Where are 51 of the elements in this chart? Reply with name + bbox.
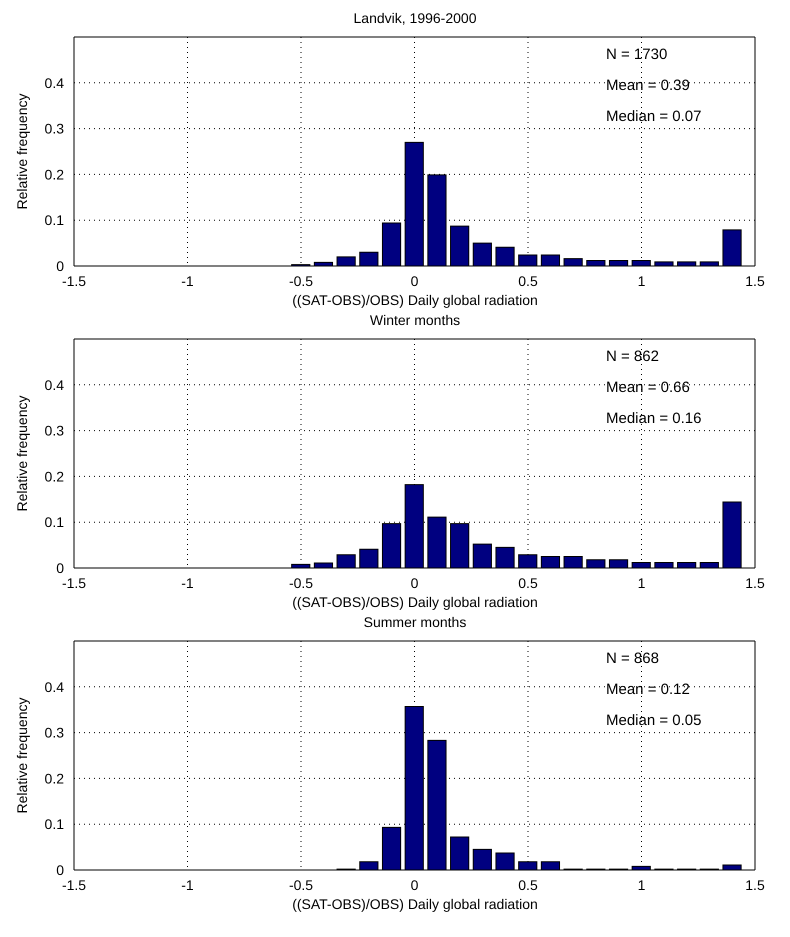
y-tick-label: 0.1: [44, 816, 64, 832]
x-tick-label: 0: [410, 574, 419, 591]
x-axis-title: ((SAT-OBS)/OBS) Daily global radiation: [291, 895, 539, 914]
x-axis-title: ((SAT-OBS)/OBS) Daily global radiation: [291, 593, 539, 612]
annotation: Median = 0.16: [606, 410, 702, 429]
x-tick-label: -1.5: [62, 574, 86, 591]
x-tick-label: 0.5: [518, 574, 538, 591]
y-tick-label: 0.4: [44, 678, 64, 695]
y-axis-title: Relative frequency: [14, 698, 30, 814]
x-tick-label: -0.5: [288, 876, 314, 893]
chart-title: Landvik, 1996-2000: [352, 9, 478, 28]
y-tick-label: 0: [56, 862, 64, 878]
x-tick-label: 0: [410, 876, 419, 893]
x-tick-label: 1: [638, 876, 646, 893]
x-tick-label: -0.5: [288, 574, 314, 591]
x-tick-label: 0: [410, 272, 419, 289]
annotation: Median = 0.05: [606, 712, 702, 731]
x-tick-label: -0.5: [288, 272, 314, 289]
chart-title: Winter months: [368, 311, 462, 330]
x-tick-label: -1: [181, 876, 194, 893]
chart-title: Summer months: [362, 613, 468, 632]
y-tick-label: 0.3: [44, 120, 64, 137]
x-tick-label: -1.5: [62, 876, 86, 893]
x-tick-label: 1: [638, 272, 646, 289]
x-tick-label: 1.5: [745, 876, 765, 893]
y-tick-label: 0: [56, 258, 64, 274]
x-tick-label: 0.5: [518, 876, 538, 893]
y-tick-label: 0.1: [44, 514, 64, 530]
x-tick-label: -1.5: [62, 272, 86, 289]
x-tick-label: -1: [181, 574, 194, 591]
y-tick-label: 0.2: [44, 468, 64, 484]
annotation: Median = 0.07: [606, 108, 702, 127]
x-tick-label: 1.5: [745, 574, 765, 591]
x-axis-title: ((SAT-OBS)/OBS) Daily global radiation: [291, 291, 539, 310]
y-tick-label: 0.3: [44, 422, 64, 439]
y-tick-label: 0.3: [44, 724, 64, 741]
x-tick-label: 1: [638, 574, 646, 591]
y-tick-label: 0.2: [44, 166, 64, 182]
annotation: N = 862: [606, 348, 660, 367]
y-tick-label: 0.1: [44, 212, 64, 228]
x-tick-label: 1.5: [745, 272, 765, 289]
y-tick-label: 0: [56, 560, 64, 576]
y-tick-label: 0.4: [44, 74, 64, 91]
annotation: N = 868: [606, 650, 660, 669]
y-axis-title: Relative frequency: [14, 94, 30, 210]
y-tick-label: 0.4: [44, 376, 64, 393]
x-tick-label: -1: [181, 272, 194, 289]
y-axis-title: Relative frequency: [14, 396, 30, 512]
annotation: N = 1730: [606, 46, 668, 65]
y-tick-label: 0.2: [44, 770, 64, 786]
x-tick-label: 0.5: [518, 272, 538, 289]
